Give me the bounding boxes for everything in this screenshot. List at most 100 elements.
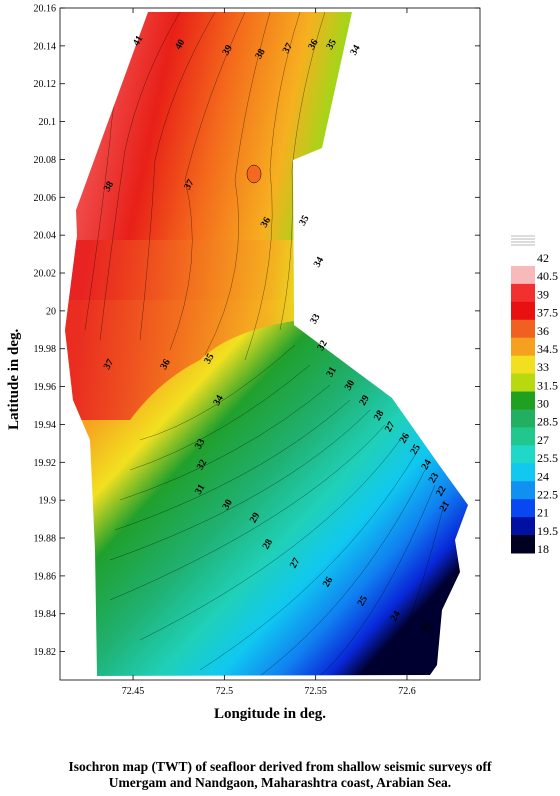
y-tick-label: 20.06 [34, 193, 57, 204]
contour-label: 28 [372, 409, 387, 423]
contour-lines [84, 12, 446, 676]
legend-swatch [511, 355, 535, 375]
y-tick-label: 19.98 [34, 344, 57, 355]
x-tick-label: 72.45 [122, 686, 145, 697]
legend-swatch [511, 337, 535, 357]
legend-swatch [511, 481, 535, 500]
contour-label: 34 [312, 255, 327, 269]
contour-label: 35 [202, 352, 217, 366]
legend-label: 34.5 [537, 342, 558, 356]
legend-swatch [511, 265, 535, 285]
contour-label: 39 [220, 43, 235, 57]
legend-label: 25.5 [537, 451, 558, 465]
local-high [246, 164, 262, 184]
y-tick-label: 19.96 [34, 382, 57, 393]
y-tick-label: 20.14 [34, 41, 57, 52]
legend-label: 36 [537, 324, 549, 338]
contour-label: 23 [427, 471, 442, 485]
contour-label: 33 [308, 312, 323, 326]
legend-label: 30 [537, 397, 549, 411]
contour-label: 29 [248, 511, 263, 525]
legend-label: 19.5 [537, 524, 558, 538]
y-tick-label: 20.16 [34, 4, 57, 15]
contour-label: 31 [193, 482, 208, 496]
y-tick-label: 20.02 [34, 269, 57, 280]
legend-swatch [511, 409, 535, 428]
legend-swatch [511, 499, 535, 518]
legend-swatch [511, 427, 535, 446]
y-tick-label: 19.86 [34, 571, 57, 582]
legend-label: 33 [537, 360, 549, 374]
contour-label: 32 [195, 458, 210, 472]
contour-label: 29 [357, 393, 372, 407]
contour-label: 26 [321, 575, 336, 589]
contour-label: 40 [173, 38, 188, 52]
contour-label: 30 [343, 378, 358, 392]
legend-labels: 42 40.5 39 37.5 36 34.5 33 31.5 30 28.5 27 25.5 24 22… [537, 251, 558, 556]
x-tick-label: 72.6 [398, 686, 416, 697]
contour-label: 38 [253, 47, 268, 61]
caption-line-1: Isochron map (TWT) of seafloor derived f… [68, 759, 492, 774]
legend-swatch [511, 301, 535, 321]
mid-region [65, 240, 300, 420]
legend-swatch [511, 373, 535, 393]
x-axis: 72.45 72.5 72.55 72.6 [122, 8, 416, 697]
y-axis-title: Latitude in deg. [6, 328, 22, 430]
contour-label: 26 [398, 431, 413, 445]
contour-label: 25 [408, 443, 423, 457]
y-axis: 19.82 19.84 19.86 19.88 19.9 19.92 19.94 19.96 1… [34, 4, 480, 658]
caption: Isochron map (TWT) of seafloor derived f… [0, 759, 560, 791]
legend-swatch [511, 463, 535, 482]
y-tick-label: 20.12 [34, 79, 57, 90]
y-tick-label: 19.88 [34, 534, 57, 545]
map-fill [65, 12, 468, 676]
contour-label: 37 [102, 357, 117, 371]
legend-label: 21 [537, 506, 549, 520]
contour-label: 36 [306, 38, 321, 52]
x-axis-title: Longitude in deg. [213, 706, 327, 722]
legend-label: 31.5 [537, 378, 558, 392]
legend: 42 40.5 39 37.5 36 34.5 33 31.5 30 28.5 27 25.5 24 22… [511, 235, 558, 556]
contour-label: 23 [419, 621, 434, 635]
plot-frame [59, 7, 481, 681]
contour-label: 35 [297, 214, 312, 228]
legend-label: 22.5 [537, 487, 558, 501]
contour-label: 38 [102, 180, 117, 194]
y-tick-label: 19.9 [39, 496, 57, 507]
legend-label: 27 [537, 433, 549, 447]
contour-label: 25 [356, 594, 371, 608]
y-tick-label: 19.92 [34, 458, 57, 469]
legend-swatches [511, 235, 535, 554]
contour-label: 24 [419, 458, 434, 472]
legend-label: 28.5 [537, 415, 558, 429]
contour-label: 24 [388, 609, 403, 623]
legend-label: 39 [537, 287, 549, 301]
y-tick-label: 19.94 [34, 420, 57, 431]
contour-label: 28 [261, 537, 276, 551]
y-tick-label: 19.84 [34, 609, 57, 620]
contour-label: 22 [434, 484, 449, 498]
legend-label: 42 [537, 251, 549, 265]
legend-swatch [511, 319, 535, 339]
y-tick-label: 19.82 [34, 647, 57, 658]
legend-label: 24 [537, 469, 549, 483]
x-tick-label: 72.5 [216, 686, 234, 697]
legend-swatch [511, 248, 535, 267]
legend-swatch [511, 391, 535, 410]
legend-label: 18 [537, 542, 549, 556]
contour-label: 35 [324, 38, 339, 52]
contour-label: 27 [288, 556, 303, 570]
contour-label: 31 [324, 365, 339, 379]
contour-label: 34 [211, 393, 226, 407]
y-tick-label: 20.1 [39, 117, 57, 128]
contour-label: 33 [193, 437, 208, 451]
contour-label: 34 [348, 43, 363, 57]
contour-label: 41 [131, 34, 146, 48]
legend-swatch [511, 445, 535, 464]
legend-swatch [511, 283, 535, 303]
contour-label: 37 [182, 178, 197, 192]
y-tick-label: 20.04 [34, 231, 57, 242]
x-tick-label: 72.55 [304, 686, 327, 697]
